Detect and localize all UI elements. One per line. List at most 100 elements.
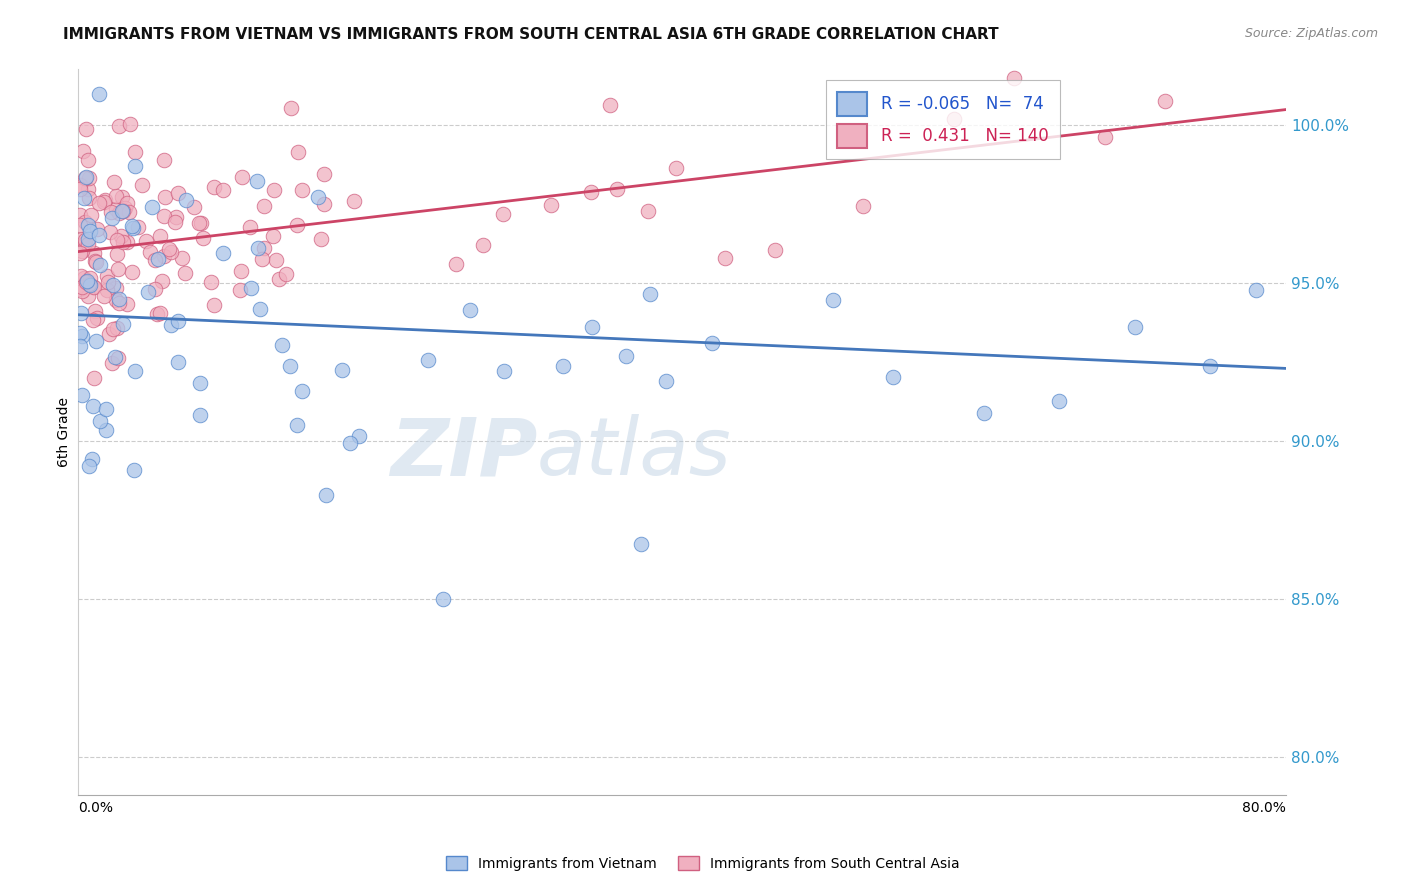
Point bbox=[104, 189, 127, 203]
Point bbox=[347, 428, 370, 442]
Text: atlas: atlas bbox=[537, 415, 733, 492]
Point bbox=[83, 280, 105, 294]
Point bbox=[84, 334, 107, 349]
Point bbox=[83, 246, 105, 260]
Point bbox=[97, 275, 120, 289]
Point bbox=[343, 194, 366, 209]
Point bbox=[79, 209, 101, 223]
Point bbox=[149, 229, 172, 244]
Point bbox=[82, 399, 104, 413]
Point bbox=[114, 202, 136, 216]
Point bbox=[492, 364, 515, 378]
Point bbox=[105, 246, 128, 260]
Point bbox=[76, 288, 98, 302]
Point bbox=[131, 178, 153, 193]
Point bbox=[246, 174, 269, 188]
Point bbox=[444, 257, 467, 271]
Point bbox=[1049, 393, 1071, 408]
Point bbox=[70, 329, 93, 343]
Point bbox=[84, 255, 107, 269]
Point bbox=[973, 406, 995, 420]
Point bbox=[73, 233, 96, 247]
Point bbox=[122, 220, 145, 235]
Point bbox=[75, 215, 97, 229]
Point bbox=[606, 182, 628, 196]
Y-axis label: 6th Grade: 6th Grade bbox=[58, 397, 72, 467]
Point bbox=[165, 210, 187, 224]
Point bbox=[89, 413, 111, 427]
Point bbox=[763, 243, 786, 257]
Point bbox=[73, 271, 96, 285]
Point bbox=[852, 199, 875, 213]
Point bbox=[105, 233, 128, 247]
Point bbox=[73, 236, 96, 251]
Point bbox=[96, 423, 118, 437]
Point bbox=[702, 335, 724, 350]
Point bbox=[124, 159, 146, 173]
Point bbox=[87, 228, 110, 243]
Point bbox=[253, 199, 276, 213]
Point bbox=[93, 289, 115, 303]
Point bbox=[616, 349, 638, 363]
Point bbox=[266, 253, 288, 268]
Point bbox=[432, 592, 454, 607]
Point bbox=[141, 200, 163, 214]
Point bbox=[70, 232, 93, 246]
Point bbox=[103, 322, 125, 336]
Point bbox=[108, 295, 131, 310]
Point bbox=[79, 191, 101, 205]
Legend: R = -0.065   N=  74, R =  0.431   N= 140: R = -0.065 N= 74, R = 0.431 N= 140 bbox=[825, 80, 1060, 160]
Point bbox=[143, 282, 166, 296]
Point bbox=[83, 371, 105, 385]
Point bbox=[229, 283, 252, 297]
Point bbox=[105, 321, 128, 335]
Point bbox=[70, 279, 93, 293]
Point bbox=[287, 145, 309, 159]
Point bbox=[77, 181, 100, 195]
Point bbox=[312, 167, 335, 181]
Point bbox=[108, 292, 131, 306]
Point bbox=[84, 303, 107, 318]
Point bbox=[472, 237, 495, 252]
Point bbox=[104, 281, 127, 295]
Point bbox=[77, 232, 100, 246]
Point bbox=[188, 217, 211, 231]
Point bbox=[240, 280, 263, 294]
Point bbox=[599, 98, 621, 112]
Point bbox=[82, 313, 104, 327]
Point bbox=[93, 195, 115, 210]
Point bbox=[107, 261, 129, 276]
Point bbox=[942, 112, 965, 127]
Text: Source: ZipAtlas.com: Source: ZipAtlas.com bbox=[1244, 27, 1378, 40]
Point bbox=[163, 215, 186, 229]
Point bbox=[111, 203, 134, 218]
Point bbox=[167, 355, 190, 369]
Point bbox=[89, 258, 111, 272]
Point bbox=[101, 211, 124, 225]
Point bbox=[291, 183, 314, 197]
Point bbox=[418, 352, 440, 367]
Point bbox=[278, 359, 301, 373]
Point bbox=[191, 230, 214, 244]
Point bbox=[330, 363, 353, 377]
Point bbox=[70, 244, 93, 258]
Point bbox=[124, 364, 146, 378]
Point bbox=[69, 178, 91, 193]
Point bbox=[458, 303, 481, 318]
Text: IMMIGRANTS FROM VIETNAM VS IMMIGRANTS FROM SOUTH CENTRAL ASIA 6TH GRADE CORRELAT: IMMIGRANTS FROM VIETNAM VS IMMIGRANTS FR… bbox=[63, 27, 998, 42]
Point bbox=[77, 277, 100, 291]
Point bbox=[1094, 130, 1116, 145]
Point bbox=[314, 197, 336, 211]
Point bbox=[75, 121, 97, 136]
Point bbox=[882, 370, 904, 384]
Point bbox=[75, 276, 97, 290]
Point bbox=[492, 207, 515, 221]
Point bbox=[136, 285, 159, 299]
Point bbox=[200, 276, 222, 290]
Point bbox=[263, 183, 285, 197]
Point bbox=[212, 246, 235, 260]
Point bbox=[714, 251, 737, 265]
Point bbox=[96, 268, 118, 283]
Point bbox=[150, 274, 173, 288]
Point bbox=[280, 101, 302, 115]
